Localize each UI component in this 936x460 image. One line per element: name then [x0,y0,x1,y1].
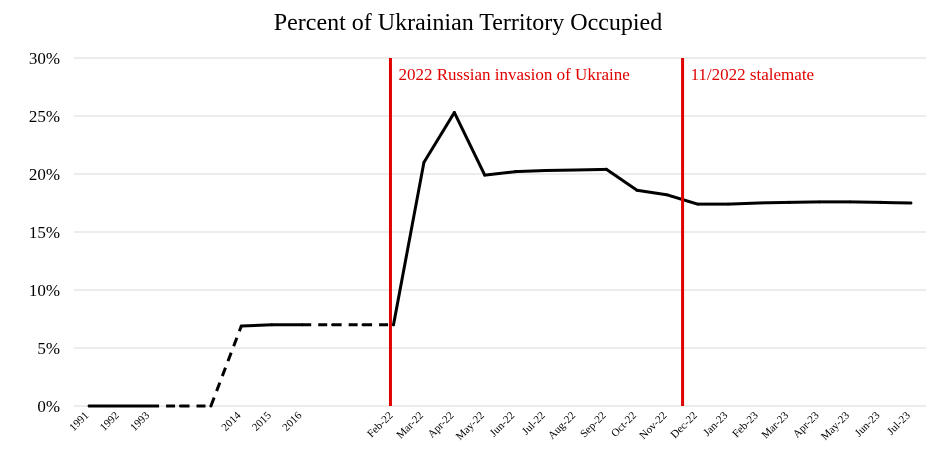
data-point [452,111,456,115]
x-tick-label: Nov-22 [637,410,669,442]
x-tick-label: 1993 [128,409,152,433]
data-line-segment [239,323,274,328]
x-tick-label: Sep-22 [578,410,609,441]
data-line-segment [422,111,456,164]
x-tick-label: Oct-22 [609,410,639,440]
data-point [270,323,274,327]
chart-title: Percent of Ukrainian Territory Occupied [273,10,663,36]
data-point [483,173,487,177]
x-tick-label: 2014 [219,409,243,433]
x-tick-label: 1991 [67,410,91,434]
data-point [665,193,669,197]
x-tick-label: Mar-23 [760,409,792,441]
data-point [209,404,213,408]
data-point [635,188,639,192]
x-tick-label: Jan-23 [701,409,731,439]
data-line-segment [605,167,639,192]
data-line-segment [726,201,761,206]
annotation-label: 2022 Russian invasion of Ukraine [398,65,629,84]
x-tick-label: Dec-22 [669,410,700,441]
data-point [909,201,913,205]
x-tick-label: Jun-22 [488,410,518,440]
x-tick-label: May-23 [819,409,852,442]
x-tick-label: May-22 [454,410,487,443]
x-tick-label: Feb-22 [365,410,396,441]
y-tick-label: 0% [37,397,60,416]
data-point [361,323,365,327]
data-line-segment [787,200,821,204]
data-point [818,200,821,204]
data-point [148,404,152,408]
x-tick-label: 2016 [280,409,304,433]
x-tick-label: Apr-22 [426,410,457,441]
data-point [422,160,426,164]
data-line-segment [513,169,548,174]
data-point [787,200,791,204]
data-point [179,404,182,408]
data-point [300,323,304,327]
data-point [878,200,882,204]
data-line-segment [878,200,913,205]
x-tick-label: Jul-22 [520,410,548,438]
x-tick-label: 2015 [250,409,274,433]
annotation-label: 11/2022 stalemate [691,65,815,84]
data-point [574,168,578,172]
y-tick-label: 20% [29,165,60,184]
data-point [605,167,608,171]
data-point [331,323,335,327]
x-tick-label: Jul-23 [885,409,913,437]
data-line-segment [848,200,882,204]
data-point [848,200,852,204]
data-point [696,202,700,206]
y-tick-label: 5% [37,339,60,358]
data-point [513,170,517,174]
data-line-segment [483,170,517,177]
y-tick-label: 30% [29,49,60,68]
data-line-segment [757,200,791,205]
data-line-segment [392,160,426,327]
x-tick-label: Jun-23 [853,409,883,439]
x-tick-label: 1992 [98,410,122,434]
data-point [544,169,548,173]
x-tick-label: Mar-22 [394,410,426,442]
data-line-segment [544,168,578,173]
data-point [118,404,122,408]
y-tick-label: 10% [29,281,60,300]
data-point [726,202,730,206]
data-line-segment [574,167,608,172]
x-tick-label: Apr-23 [791,409,822,440]
data-point [87,404,91,408]
data-point [757,201,761,205]
data-point [392,323,395,327]
data-line-segment [635,188,669,197]
x-tick-label: Feb-23 [730,409,761,440]
data-point [239,324,243,328]
y-tick-label: 15% [29,223,60,242]
data-line-segment [452,111,487,177]
y-tick-label: 25% [29,107,60,126]
x-tick-label: Aug-22 [546,410,578,442]
data-line-segment-dashed [209,325,243,407]
